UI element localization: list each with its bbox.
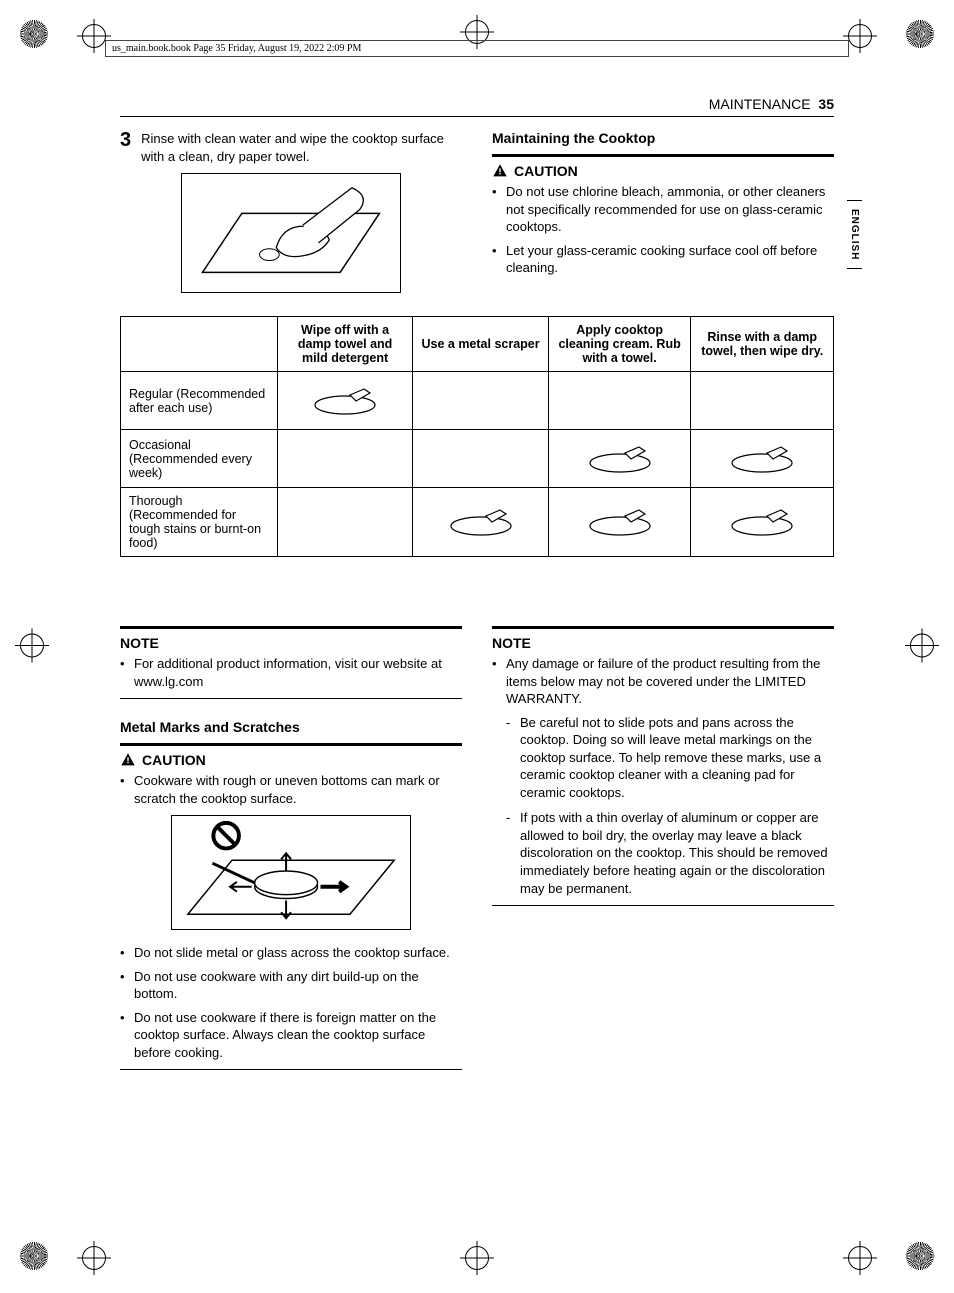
cropmark-icon <box>20 1242 106 1273</box>
page-meta: us_main.book.book Page 35 Friday, August… <box>105 40 849 57</box>
left-column-bottom: NOTE For additional product information,… <box>120 622 462 1080</box>
note-item: Any damage or failure of the product res… <box>492 655 834 897</box>
caution-item: Do not use chlorine bleach, ammonia, or … <box>492 183 834 236</box>
note-lead-text: Any damage or failure of the product res… <box>506 656 820 706</box>
sub-item: If pots with a thin overlay of aluminum … <box>506 809 834 897</box>
metal-marks-heading: Metal Marks and Scratches <box>120 719 462 735</box>
cropmark-icon <box>465 1246 489 1273</box>
caution-item: Cookware with rough or uneven bottoms ca… <box>120 772 462 807</box>
table-cell <box>548 372 691 430</box>
table-cell <box>413 372 548 430</box>
note-label: NOTE <box>492 635 834 651</box>
table-row-label: Occasional (Recommended every week) <box>121 430 278 488</box>
table-cell <box>413 430 548 488</box>
cooktop-clean-icon <box>727 506 797 538</box>
warning-icon <box>120 752 136 768</box>
table-cell <box>277 372 412 430</box>
table-cell <box>277 430 412 488</box>
note-list: Any damage or failure of the product res… <box>492 655 834 897</box>
maintaining-heading: Maintaining the Cooktop <box>492 130 834 146</box>
table-row-label: Thorough (Recommended for tough stains o… <box>121 488 278 557</box>
step-text: Rinse with clean water and wipe the cook… <box>141 130 462 165</box>
page-number: 35 <box>818 96 834 112</box>
caution-item: Do not use cookware if there is foreign … <box>120 1009 462 1062</box>
section-title: MAINTENANCE <box>709 96 811 112</box>
caution-list: Cookware with rough or uneven bottoms ca… <box>120 772 462 807</box>
wipe-cooktop-illustration <box>181 173 401 293</box>
note-item: For additional product information, visi… <box>120 655 462 690</box>
right-column-top: Maintaining the Cooktop CAUTION Do not u… <box>492 130 834 307</box>
caution-label: CAUTION <box>514 163 578 179</box>
warning-icon <box>492 163 508 179</box>
table-header: Wipe off with a damp towel and mild dete… <box>277 317 412 372</box>
caution-item: Do not use cookware with any dirt build-… <box>120 968 462 1003</box>
table-cell <box>413 488 548 557</box>
cooktop-clean-icon <box>585 506 655 538</box>
table-cell <box>691 488 834 557</box>
left-column-top: 3 Rinse with clean water and wipe the co… <box>120 130 462 307</box>
cropmark-icon <box>20 633 44 660</box>
table-header: Rinse with a damp towel, then wipe dry. <box>691 317 834 372</box>
table-cell <box>548 488 691 557</box>
caution-list: Do not slide metal or glass across the c… <box>120 944 462 1061</box>
table-row: Thorough (Recommended for tough stains o… <box>121 488 834 557</box>
cooktop-clean-icon <box>727 443 797 475</box>
sub-item: Be careful not to slide pots and pans ac… <box>506 714 834 802</box>
page-header: MAINTENANCE 35 <box>120 96 834 117</box>
sub-list: Be careful not to slide pots and pans ac… <box>506 714 834 897</box>
table-cell <box>691 372 834 430</box>
right-column-bottom: NOTE Any damage or failure of the produc… <box>492 622 834 1080</box>
note-label: NOTE <box>120 635 462 651</box>
do-not-slide-illustration <box>171 815 411 930</box>
table-row: Regular (Recommended after each use) <box>121 372 834 430</box>
caution-list: Do not use chlorine bleach, ammonia, or … <box>492 183 834 277</box>
cropmark-icon <box>910 633 934 660</box>
table-row: Occasional (Recommended every week) <box>121 430 834 488</box>
table-header: Use a metal scraper <box>413 317 548 372</box>
cooktop-clean-icon <box>585 443 655 475</box>
table-cell <box>277 488 412 557</box>
table-header <box>121 317 278 372</box>
caution-label: CAUTION <box>142 752 206 768</box>
cooktop-clean-icon <box>310 385 380 417</box>
cleaning-schedule-table: Wipe off with a damp towel and mild dete… <box>120 316 834 557</box>
caution-item: Let your glass-ceramic cooking surface c… <box>492 242 834 277</box>
language-tab: ENGLISH <box>847 200 862 269</box>
cooktop-clean-icon <box>446 506 516 538</box>
table-cell <box>691 430 834 488</box>
table-header: Apply cooktop cleaning cream. Rub with a… <box>548 317 691 372</box>
cropmark-icon <box>848 1242 934 1273</box>
table-row-label: Regular (Recommended after each use) <box>121 372 278 430</box>
step-number: 3 <box>120 130 131 165</box>
caution-item: Do not slide metal or glass across the c… <box>120 944 462 962</box>
cropmark-icon <box>20 20 106 51</box>
table-cell <box>548 430 691 488</box>
cropmark-icon <box>848 20 934 51</box>
note-list: For additional product information, visi… <box>120 655 462 690</box>
